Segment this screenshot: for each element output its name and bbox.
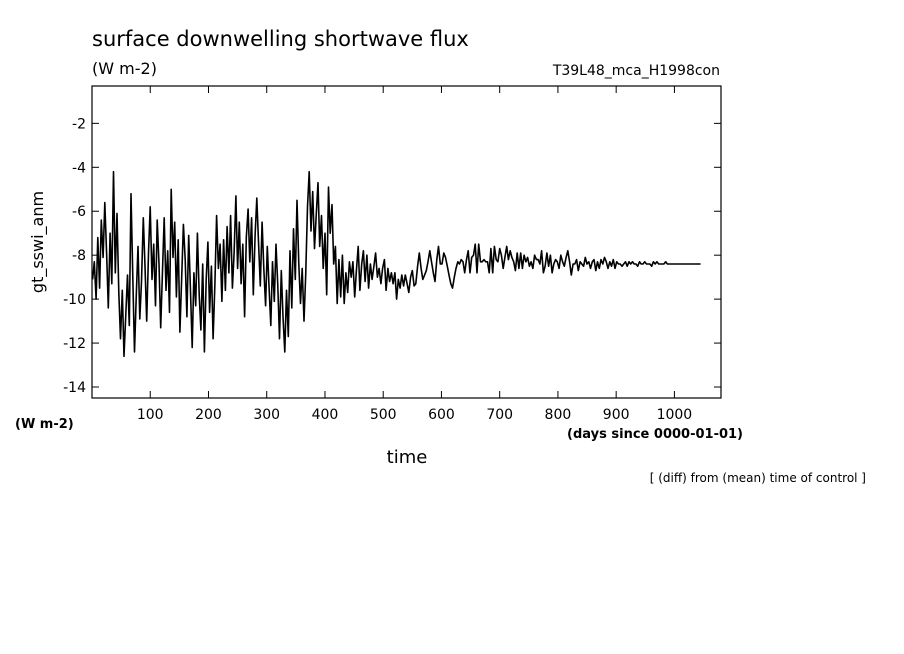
y-axis-units: (W m-2)	[15, 417, 74, 432]
y-tick-label: -4	[72, 160, 86, 176]
x-tick-label: 900	[603, 407, 630, 423]
chart-title: surface downwelling shortwave flux	[92, 27, 469, 51]
x-tick-label: 400	[312, 407, 339, 423]
y-axis-ticks: -14 -12 -10 -8 -6 -4 -2	[63, 116, 721, 396]
y-tick-label: -2	[72, 116, 86, 132]
x-axis-ticks: 100 200 300 400 500 600 700 800 900 1000	[137, 86, 692, 423]
x-tick-label: 700	[486, 407, 513, 423]
x-tick-label: 200	[195, 407, 222, 423]
x-tick-label: 800	[545, 407, 572, 423]
plot-area: 100 200 300 400 500 600 700 800 900 1000 -14-12-1…	[63, 85, 722, 423]
plot-frame	[91, 85, 722, 399]
x-tick-label: 1000	[657, 407, 693, 423]
y-tick-label: -10	[63, 292, 86, 308]
y-tick-label: -8	[72, 248, 86, 264]
x-tick-label: 500	[370, 407, 397, 423]
x-axis-label: time	[387, 447, 428, 468]
title-units: (W m-2)	[92, 59, 157, 78]
footnote: [ (diff) from (mean) time of control ]	[650, 471, 866, 485]
run-label: T39L48_mca_H1998con	[552, 63, 720, 79]
x-tick-label: 300	[253, 407, 280, 423]
series-line-gt-sswi-anm	[91, 170, 701, 358]
y-tick-label: -12	[63, 336, 86, 352]
y-tick-label: -14	[63, 380, 86, 396]
y-axis-label: gt_sswi_anm	[28, 191, 48, 293]
y-tick-label: -6	[72, 204, 86, 220]
x-tick-label: 100	[137, 407, 164, 423]
x-tick-label: 600	[428, 407, 455, 423]
x-axis-units: (days since 0000-01-01)	[567, 427, 743, 442]
